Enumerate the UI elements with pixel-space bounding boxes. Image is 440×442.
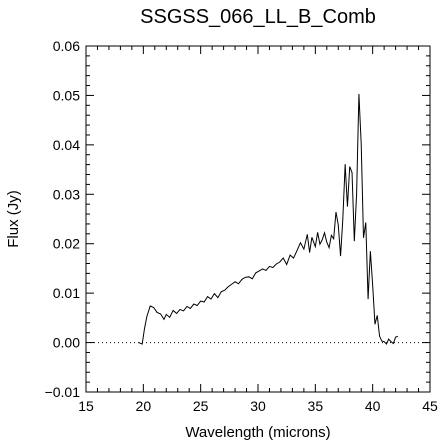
- x-tick-label: 30: [250, 398, 266, 414]
- x-tick-label: 45: [422, 398, 438, 414]
- y-tick-label: −0.01: [45, 384, 81, 400]
- y-axis-tick-labels: −0.01 0.00 0.01 0.02 0.03 0.04 0.05 0.06: [45, 38, 81, 400]
- y-tick-label: 0.04: [53, 137, 80, 153]
- x-axis-ticks: [85, 46, 431, 392]
- y-tick-label: 0.01: [53, 285, 80, 301]
- y-tick-label: 0.05: [53, 87, 80, 103]
- x-tick-label: 40: [365, 398, 381, 414]
- x-tick-label: 15: [78, 398, 94, 414]
- x-tick-label: 25: [193, 398, 209, 414]
- chart-title: SSGSS_066_LL_B_Comb: [140, 6, 376, 28]
- plot-frame: [85, 45, 431, 393]
- x-tick-label: 35: [308, 398, 324, 414]
- y-axis-title: Flux (Jy): [5, 190, 22, 248]
- flux-series-line: [138, 93, 399, 345]
- y-tick-label: 0.03: [53, 186, 80, 202]
- y-tick-label: 0.02: [53, 236, 80, 252]
- x-tick-label: 20: [136, 398, 152, 414]
- x-axis-title: Wavelength (microns): [185, 424, 330, 441]
- y-tick-label: 0.06: [53, 38, 80, 54]
- y-axis-ticks: [86, 45, 430, 393]
- y-tick-label: 0.00: [53, 335, 80, 351]
- x-axis-tick-labels: 15 20 25 30 35 40 45: [78, 398, 438, 414]
